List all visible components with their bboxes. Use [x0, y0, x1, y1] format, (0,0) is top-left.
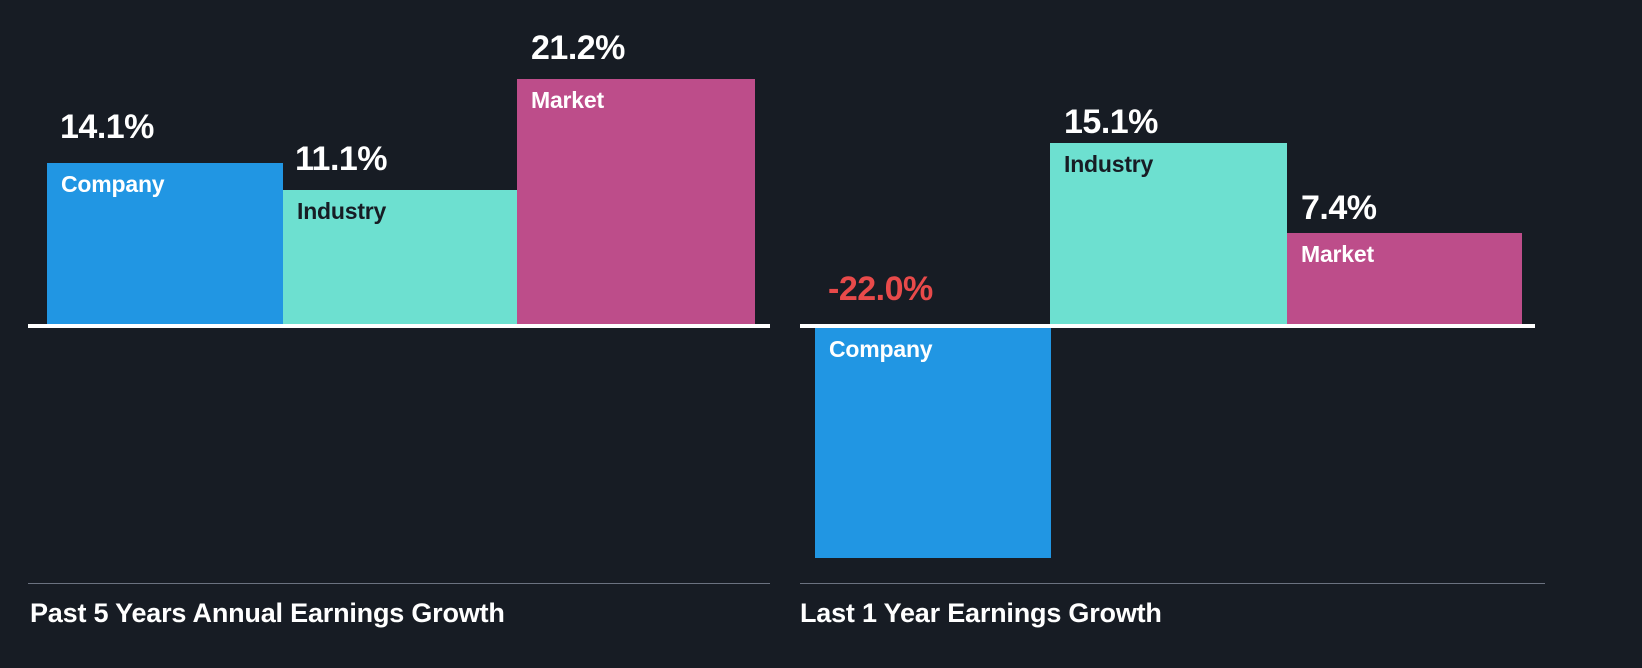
- value-label-market-last1y: 7.4%: [1301, 189, 1377, 227]
- plot-area-left: Company 14.1% Industry 11.1% Market 21.2…: [0, 0, 790, 584]
- value-label-industry-last1y: 15.1%: [1064, 103, 1158, 141]
- bar-label-company-past5y: Company: [61, 171, 165, 197]
- bar-label-market-last1y: Market: [1301, 241, 1374, 267]
- bar-company-last1y[interactable]: Company: [815, 328, 1051, 558]
- footer-divider-left: [28, 583, 770, 584]
- value-label-company-past5y: 14.1%: [60, 108, 154, 146]
- footer-divider-right: [800, 583, 1545, 584]
- zero-axis-line-right: [800, 324, 1535, 328]
- panel-caption-last-1-year: Last 1 Year Earnings Growth: [800, 598, 1162, 628]
- value-label-market-past5y: 21.2%: [531, 29, 625, 67]
- bar-company-past5y[interactable]: Company: [47, 163, 283, 325]
- value-label-industry-past5y: 11.1%: [295, 140, 388, 178]
- panel-past-5-years: Company 14.1% Industry 11.1% Market 21.2…: [0, 0, 790, 668]
- bar-label-market-past5y: Market: [531, 87, 604, 113]
- bar-industry-past5y[interactable]: Industry: [283, 190, 517, 325]
- bar-label-company-last1y: Company: [829, 336, 933, 362]
- bar-market-past5y[interactable]: Market: [517, 79, 755, 325]
- bar-label-industry-past5y: Industry: [297, 198, 387, 224]
- panel-caption-past-5-years: Past 5 Years Annual Earnings Growth: [30, 598, 505, 628]
- bar-label-industry-last1y: Industry: [1064, 151, 1154, 177]
- bar-industry-last1y[interactable]: Industry: [1050, 143, 1287, 325]
- panel-last-1-year: Company -22.0% Industry 15.1% Market 7.4…: [790, 0, 1642, 668]
- zero-axis-line-left: [28, 324, 770, 328]
- value-label-company-last1y: -22.0%: [828, 270, 933, 308]
- bar-market-last1y[interactable]: Market: [1287, 233, 1522, 325]
- plot-area-right: Company -22.0% Industry 15.1% Market 7.4…: [790, 0, 1642, 584]
